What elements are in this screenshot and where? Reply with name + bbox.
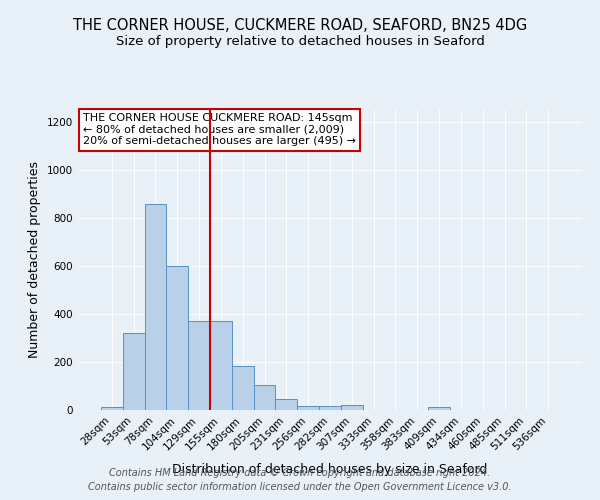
Bar <box>232 366 254 410</box>
Bar <box>428 407 450 410</box>
Text: Contains public sector information licensed under the Open Government Licence v3: Contains public sector information licen… <box>88 482 512 492</box>
Bar <box>275 398 297 410</box>
X-axis label: Distribution of detached houses by size in Seaford: Distribution of detached houses by size … <box>172 463 488 476</box>
Bar <box>145 204 166 410</box>
Bar <box>101 407 123 410</box>
Bar <box>210 321 232 410</box>
Bar <box>254 385 275 410</box>
Bar <box>297 406 319 410</box>
Bar <box>341 405 363 410</box>
Bar <box>166 266 188 410</box>
Bar <box>319 406 341 410</box>
Y-axis label: Number of detached properties: Number of detached properties <box>28 162 41 358</box>
Text: THE CORNER HOUSE CUCKMERE ROAD: 145sqm
← 80% of detached houses are smaller (2,0: THE CORNER HOUSE CUCKMERE ROAD: 145sqm ←… <box>83 113 356 146</box>
Bar <box>188 321 210 410</box>
Text: Size of property relative to detached houses in Seaford: Size of property relative to detached ho… <box>116 35 484 48</box>
Bar <box>123 333 145 410</box>
Text: Contains HM Land Registry data © Crown copyright and database right 2024.: Contains HM Land Registry data © Crown c… <box>109 468 491 477</box>
Text: THE CORNER HOUSE, CUCKMERE ROAD, SEAFORD, BN25 4DG: THE CORNER HOUSE, CUCKMERE ROAD, SEAFORD… <box>73 18 527 32</box>
